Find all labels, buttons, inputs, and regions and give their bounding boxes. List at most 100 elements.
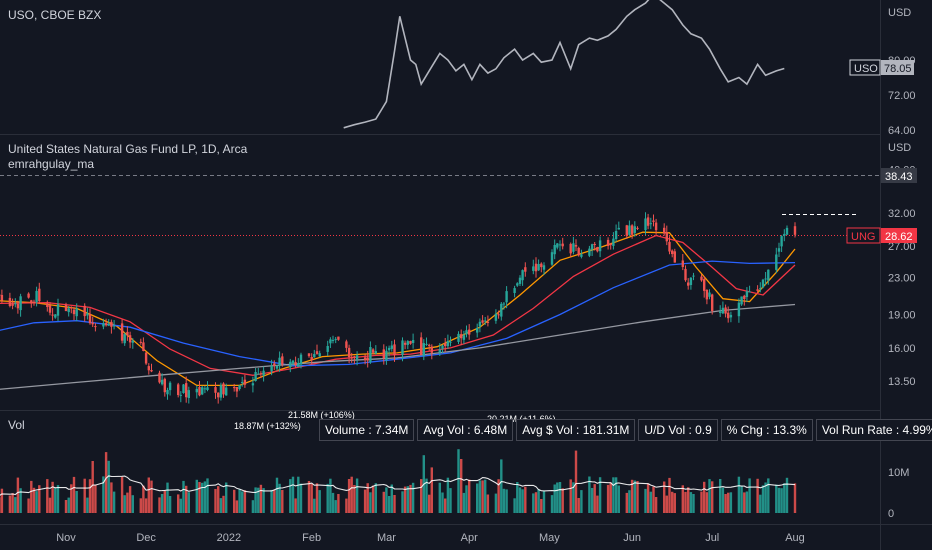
candle-body <box>574 245 578 247</box>
volume-bar <box>652 486 655 513</box>
volume-bar <box>75 491 78 513</box>
volume-bar <box>112 491 116 513</box>
uso-price-tick: 72.00 <box>888 90 916 102</box>
volume-bar <box>681 485 684 513</box>
volume-bar <box>56 485 60 513</box>
candle-body <box>46 303 49 307</box>
volume-bar <box>139 498 142 513</box>
time-axis[interactable]: Nov Dec 2022 Feb Mar Apr May Jun Jul Aug <box>56 532 805 544</box>
candle-body <box>251 383 255 386</box>
candle-body <box>203 388 207 390</box>
candle-body <box>94 326 97 328</box>
candle-body <box>558 244 562 246</box>
candle-body <box>281 356 284 365</box>
candle-body <box>516 283 519 286</box>
candle-body <box>72 309 76 315</box>
candle-body <box>225 387 228 396</box>
ung-price-tick: 13.50 <box>888 376 916 388</box>
volume-bar <box>88 479 92 513</box>
candle-body <box>692 275 695 277</box>
volume-bar <box>120 476 124 513</box>
candle-body <box>294 362 297 366</box>
volume-stat: Volume : 7.34M <box>319 419 415 441</box>
volume-bar <box>654 497 658 513</box>
candle-body <box>30 300 33 304</box>
volume-bar <box>465 485 468 513</box>
reference-price-label: 38.43 <box>885 171 913 183</box>
volume-bar <box>665 495 668 513</box>
time-tick: Aug <box>785 532 805 544</box>
candle-body <box>112 325 116 327</box>
candle-body <box>705 289 709 300</box>
volume-bar <box>513 498 516 513</box>
candle-body <box>719 311 722 313</box>
volume-bar <box>182 480 185 513</box>
volume-bar <box>310 483 313 513</box>
candle-body <box>371 349 375 353</box>
volume-bar <box>748 478 751 513</box>
volume-bar <box>598 477 602 513</box>
candle-body <box>700 276 703 281</box>
volume-bar <box>38 485 41 513</box>
candle-body <box>38 288 41 302</box>
candle-body <box>783 233 786 236</box>
volume-bar <box>516 482 519 513</box>
candle-body <box>476 327 479 333</box>
volume-stat: Vol Run Rate : 4.99% <box>815 419 932 441</box>
candle-body <box>409 341 412 344</box>
volume-bar <box>785 477 789 513</box>
candle-body <box>793 226 797 235</box>
candle-body <box>235 387 239 392</box>
volume-bar <box>158 497 161 513</box>
candle-body <box>262 370 265 376</box>
volume-bar <box>94 484 97 513</box>
candle-body <box>347 347 351 358</box>
candle-body <box>142 342 145 351</box>
candle-body <box>350 356 353 359</box>
candle-body <box>131 340 134 343</box>
candle-body <box>219 385 223 398</box>
reference-price-badge <box>881 168 917 183</box>
candle-body <box>462 335 466 340</box>
candle-body <box>729 314 733 318</box>
candle-body <box>737 302 741 317</box>
candle-body <box>273 363 276 366</box>
volume-bar <box>16 477 20 513</box>
ung-symbol-box <box>846 227 881 244</box>
candle-body <box>761 279 765 288</box>
candle-body <box>756 289 759 291</box>
candle-body <box>518 277 522 284</box>
uso-symbol-box <box>849 59 881 76</box>
volume-bar <box>767 478 770 513</box>
ung-price-tick: 27.00 <box>888 241 916 253</box>
volume-bar <box>214 489 217 513</box>
candle-body <box>401 340 404 355</box>
indicator-label[interactable]: emrahgulay_ma <box>8 157 94 171</box>
time-tick: May <box>539 532 560 544</box>
candle-body <box>785 227 789 235</box>
candle-body <box>673 251 676 263</box>
candle-body <box>478 321 482 327</box>
volume-bar <box>481 480 484 513</box>
candle-body <box>668 241 671 252</box>
volume-bar <box>759 494 762 513</box>
candle-body <box>275 365 279 369</box>
candle-body <box>687 282 690 286</box>
volume-bar <box>446 477 450 513</box>
uso-currency-label: USD <box>888 7 911 19</box>
volume-bar <box>671 491 674 513</box>
volume-bar <box>19 488 22 513</box>
candle-body <box>484 320 487 322</box>
volume-bar <box>14 497 17 513</box>
volume-bar <box>160 494 164 513</box>
volume-bar <box>444 498 447 513</box>
volume-bar <box>617 485 620 513</box>
volume-bar <box>705 492 709 513</box>
volume-bar <box>775 484 778 513</box>
candle-body <box>654 222 658 231</box>
candle-body <box>150 370 153 372</box>
candle-body <box>740 296 743 305</box>
